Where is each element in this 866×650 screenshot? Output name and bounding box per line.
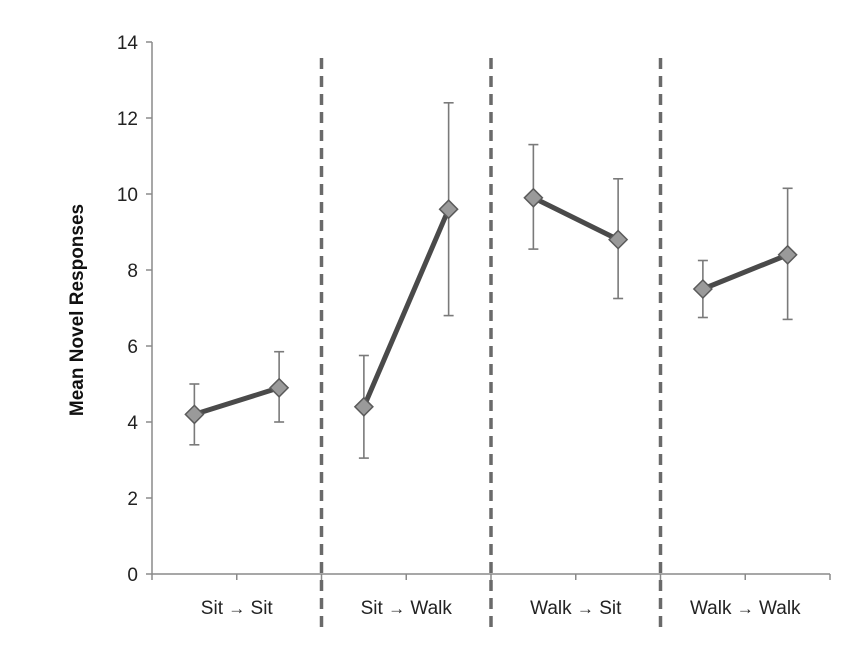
category-to: Sit [594, 598, 622, 619]
diamond-marker [777, 244, 798, 265]
category-to: Walk [405, 598, 452, 619]
category-label: Walk → Walk [690, 598, 801, 619]
arrow-icon: → [737, 599, 754, 618]
diamond-marker [608, 229, 629, 250]
y-tick-label: 2 [127, 489, 138, 510]
y-tick-label: 14 [117, 33, 139, 54]
series-line [700, 252, 791, 292]
arrow-icon: → [388, 599, 405, 618]
category-from: Walk [690, 598, 737, 619]
y-tick-label: 12 [117, 109, 138, 130]
y-axis-title: Mean Novel Responses [67, 204, 88, 416]
series-line [530, 195, 621, 243]
series-line [361, 206, 452, 410]
y-tick-label: 0 [127, 565, 138, 586]
arrow-icon: → [228, 599, 245, 618]
category-from: Sit [201, 598, 228, 619]
category-label: Sit → Sit [201, 598, 274, 619]
series-line [191, 385, 282, 417]
series-lines [191, 195, 791, 417]
diamond-marker [269, 377, 290, 398]
y-tick-label: 4 [127, 413, 138, 434]
y-tick-label: 6 [127, 337, 138, 358]
diamond-marker [353, 396, 374, 417]
group-dividers [319, 58, 663, 628]
data-markers [184, 187, 798, 425]
diamond-marker [692, 278, 713, 300]
diamond-marker [523, 187, 544, 208]
category-label: Walk → Sit [530, 598, 622, 619]
diamond-marker [438, 199, 459, 220]
category-labels: Sit → Sit Sit → Walk Walk → Sit Walk → Walk [201, 598, 801, 619]
category-to: Walk [754, 598, 801, 619]
category-label: Sit → Walk [361, 598, 453, 619]
diamond-marker [184, 404, 205, 425]
arrow-icon: → [577, 599, 594, 618]
category-from: Walk [530, 598, 577, 619]
y-tick-label: 8 [127, 261, 138, 282]
category-to: Sit [245, 598, 273, 619]
y-tick-label: 10 [117, 185, 138, 206]
category-from: Sit [361, 598, 388, 619]
axes: 0 2 4 6 8 10 12 14 [117, 33, 831, 586]
